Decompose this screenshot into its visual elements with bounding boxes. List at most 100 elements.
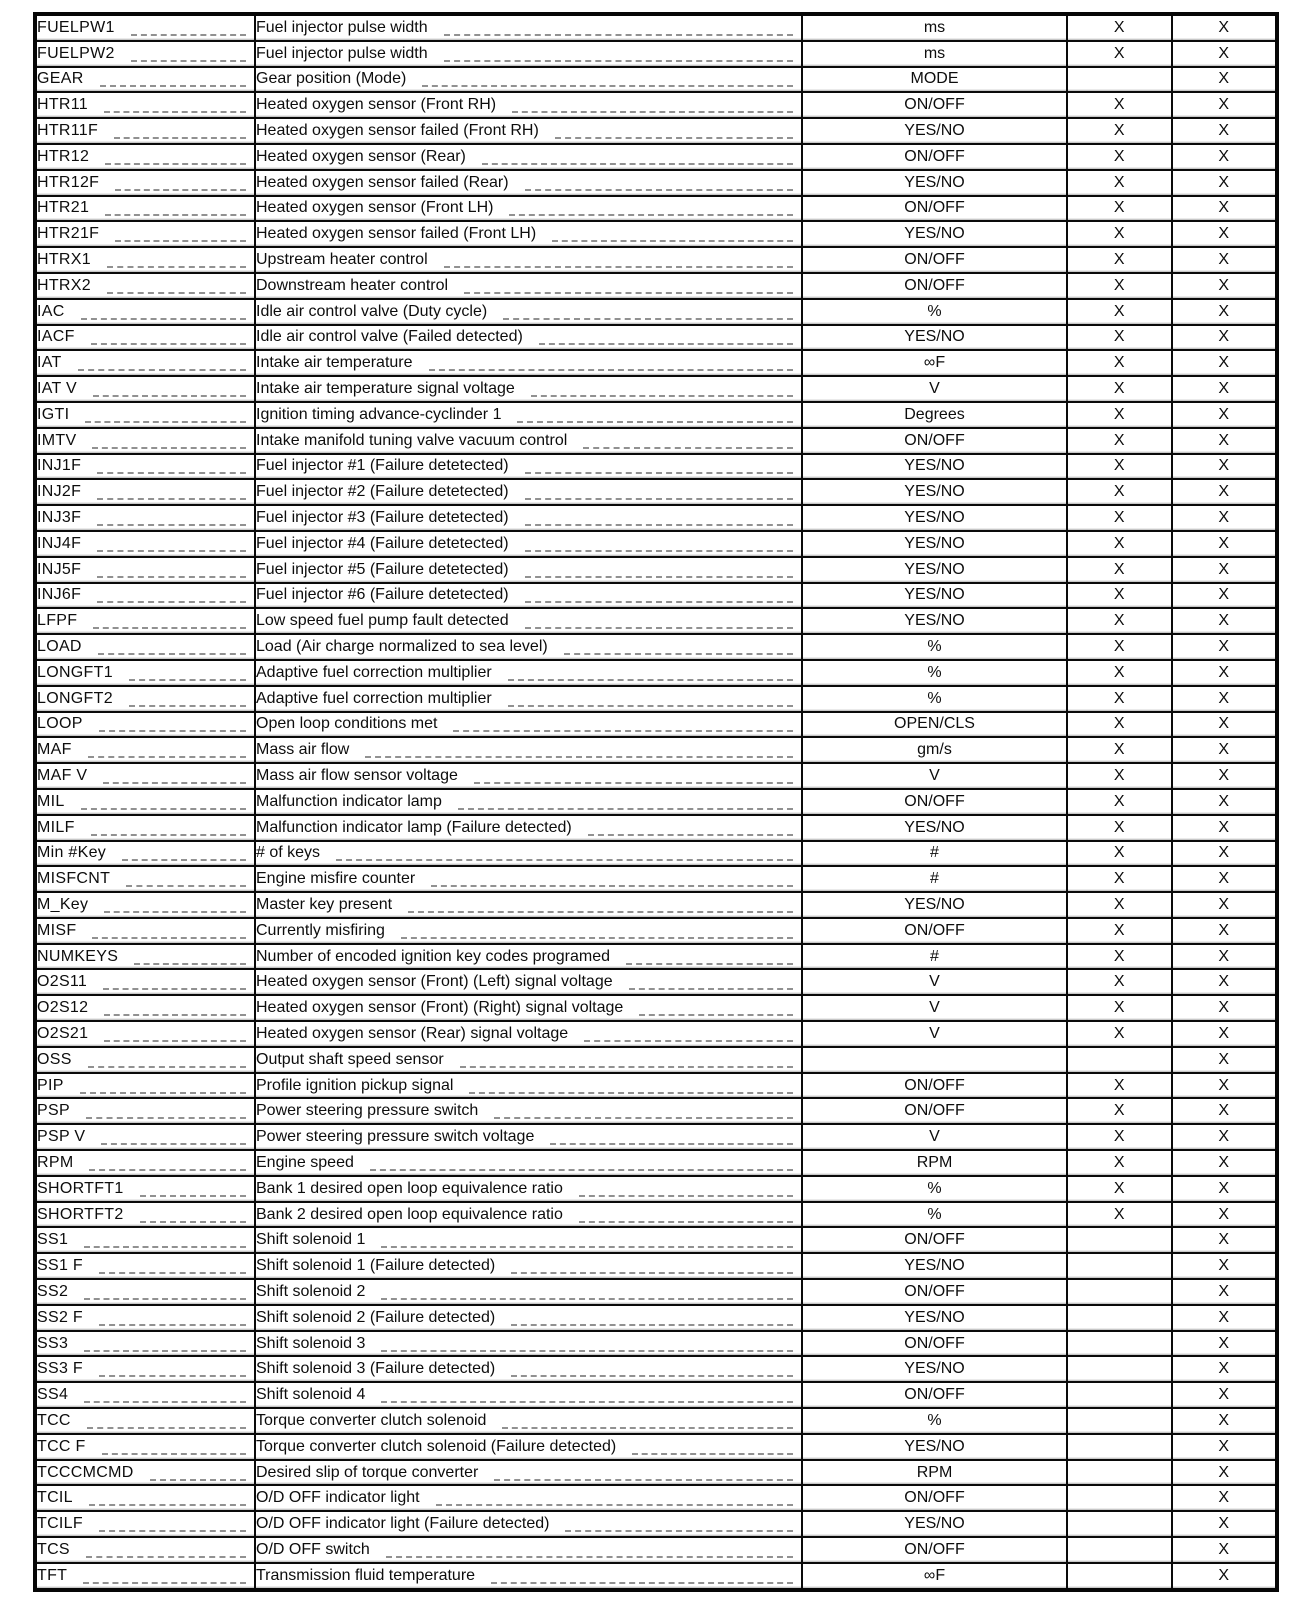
param-cell: TFT: [34, 1561, 256, 1591]
mark-cell-1: X: [1066, 607, 1173, 636]
units-cell: ON/OFF: [801, 1278, 1068, 1306]
param-cell: O2S21: [34, 1020, 256, 1048]
param-cell: LONGFT2: [34, 684, 256, 713]
units-cell: YES/NO: [801, 891, 1068, 919]
mark-cell-1: X: [1066, 297, 1173, 326]
units-cell: YES/NO: [801, 607, 1068, 636]
mark-cell-1: X: [1066, 271, 1173, 300]
param-cell: FUELPW2: [34, 39, 256, 68]
description-cell: Profile ignition pickup signal: [254, 1071, 803, 1100]
mark-cell-2: X: [1171, 1123, 1278, 1152]
param-cell: O2S11: [34, 968, 256, 997]
units-cell: YES/NO: [801, 168, 1068, 197]
mark-cell-1: X: [1066, 504, 1173, 532]
description-cell: Intake manifold tuning valve vacuum cont…: [254, 426, 803, 455]
mark-cell-1: [1066, 1278, 1173, 1306]
mark-cell-2: X: [1171, 1252, 1278, 1281]
units-cell: #: [801, 942, 1068, 971]
description-cell: # of keys: [254, 839, 803, 868]
units-cell: Degrees: [801, 400, 1068, 429]
description-cell: Currently misfiring: [254, 916, 803, 945]
table-row: INJ6F Fuel injector #6 (Failure detetecte…: [34, 581, 1278, 610]
table-row: INJ4F Fuel injector #4 (Failure detetecte…: [34, 529, 1278, 558]
description-cell: Adaptive fuel correction multiplier: [254, 658, 803, 687]
table-row: SS2 Shift solenoid 2 ON/OFF X: [34, 1278, 1278, 1306]
description-cell: Shift solenoid 3 (Failure detected): [254, 1355, 803, 1384]
table-row: SHORTFT2 Bank 2 desired open loop equival…: [34, 1200, 1278, 1229]
mark-cell-2: X: [1171, 916, 1278, 945]
param-cell: SS3 F: [34, 1355, 256, 1384]
mark-cell-1: X: [1066, 529, 1173, 558]
param-cell: HTR11F: [34, 117, 256, 145]
mark-cell-1: [1066, 1303, 1173, 1332]
mark-cell-2: X: [1171, 1020, 1278, 1048]
mark-cell-2: X: [1171, 297, 1278, 326]
param-cell: SS3: [34, 1329, 256, 1358]
description-cell: Ignition timing advance-cyclinder 1: [254, 400, 803, 429]
description-cell: Open loop conditions met: [254, 710, 803, 739]
mark-cell-1: X: [1066, 865, 1173, 894]
units-cell: ON/OFF: [801, 91, 1068, 120]
mark-cell-1: X: [1066, 581, 1173, 610]
mark-cell-1: [1066, 1484, 1173, 1513]
units-cell: YES/NO: [801, 1303, 1068, 1332]
table-row: TCC Torque converter clutch solenoid% X: [34, 1407, 1278, 1435]
units-cell: V: [801, 375, 1068, 403]
mark-cell-1: X: [1066, 194, 1173, 223]
description-cell: Heated oxygen sensor (Front RH): [254, 91, 803, 120]
units-cell: ON/OFF: [801, 194, 1068, 223]
mark-cell-2: X: [1171, 607, 1278, 636]
mark-cell-2: X: [1171, 168, 1278, 197]
param-cell: MIL: [34, 787, 256, 816]
mark-cell-1: X: [1066, 91, 1173, 120]
param-cell: SS4: [34, 1381, 256, 1410]
table-row: HTRX1 Upstream heater control ON/OFF X X: [34, 246, 1278, 274]
units-cell: %: [801, 1407, 1068, 1435]
param-cell: HTRX1: [34, 246, 256, 274]
description-cell: Shift solenoid 4: [254, 1381, 803, 1410]
param-cell: INJ1F: [34, 452, 256, 481]
description-cell: Downstream heater control: [254, 271, 803, 300]
description-cell: Fuel injector #5 (Failure detetected): [254, 555, 803, 584]
mark-cell-2: X: [1171, 1458, 1278, 1487]
units-cell: %: [801, 633, 1068, 661]
units-cell: ON/OFF: [801, 1536, 1068, 1564]
units-cell: RPM: [801, 1149, 1068, 1177]
param-cell: PSP: [34, 1097, 256, 1126]
units-cell: YES/NO: [801, 1355, 1068, 1384]
mark-cell-2: X: [1171, 994, 1278, 1023]
param-cell: INJ5F: [34, 555, 256, 584]
param-cell: INJ3F: [34, 504, 256, 532]
mark-cell-1: X: [1066, 478, 1173, 507]
description-cell: O/D OFF indicator light: [254, 1484, 803, 1513]
description-cell: Torque converter clutch solenoid: [254, 1407, 803, 1435]
param-cell: LONGFT1: [34, 658, 256, 687]
mark-cell-1: X: [1066, 246, 1173, 274]
description-cell: Master key present: [254, 891, 803, 919]
description-cell: Fuel injector #6 (Failure detetected): [254, 581, 803, 610]
mark-cell-2: X: [1171, 142, 1278, 171]
mark-cell-1: [1066, 1510, 1173, 1539]
mark-cell-1: X: [1066, 426, 1173, 455]
description-cell: Number of encoded ignition key codes pro…: [254, 942, 803, 971]
param-cell: MILF: [34, 813, 256, 842]
units-cell: YES/NO: [801, 117, 1068, 145]
mark-cell-2: X: [1171, 65, 1278, 94]
table-row: LOAD Load (Air charge normalized to sea l…: [34, 633, 1278, 661]
table-row: NUMKEYS Number of encoded ignition key co…: [34, 942, 1278, 971]
units-cell: YES/NO: [801, 581, 1068, 610]
param-cell: MISFCNT: [34, 865, 256, 894]
mark-cell-2: X: [1171, 865, 1278, 894]
description-cell: Fuel injector #2 (Failure detetected): [254, 478, 803, 507]
mark-cell-1: X: [1066, 942, 1173, 971]
description-cell: O/D OFF switch: [254, 1536, 803, 1564]
table-row: SS3 F Shift solenoid 3 (Failure detected)…: [34, 1355, 1278, 1384]
table-row: LONGFT2 Adaptive fuel correction multipli…: [34, 684, 1278, 713]
table-row: IMTV Intake manifold tuning valve vacuum …: [34, 426, 1278, 455]
table-row: HTRX2 Downstream heater control ON/OFF X X: [34, 271, 1278, 300]
mark-cell-2: X: [1171, 246, 1278, 274]
description-cell: Low speed fuel pump fault detected: [254, 607, 803, 636]
mark-cell-2: X: [1171, 968, 1278, 997]
mark-cell-2: X: [1171, 91, 1278, 120]
table-row: FUELPW1 Fuel injector pulse width ms X X: [34, 13, 1278, 42]
